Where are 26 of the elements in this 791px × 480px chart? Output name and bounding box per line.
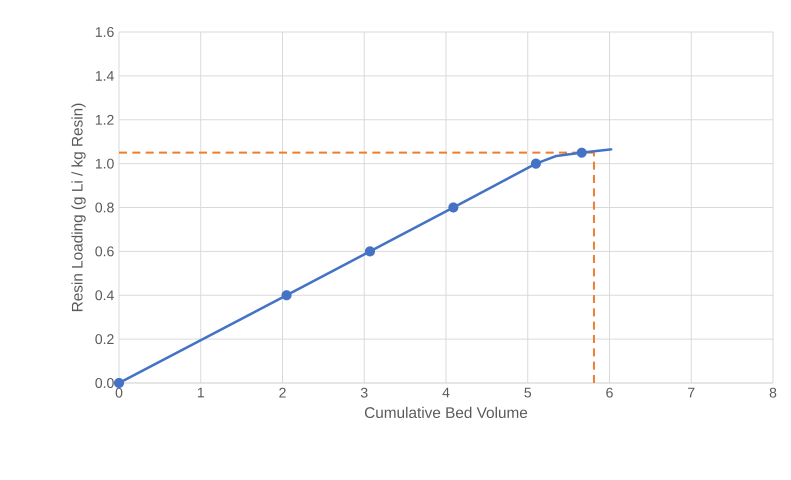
y-tick-label: 0.2 (95, 334, 114, 344)
point (448, 202, 458, 213)
point (364, 246, 376, 256)
x-tick-label: 4 (442, 388, 450, 398)
x-tick-label: 6 (606, 388, 613, 398)
y-tick-label: 0.6 (95, 246, 114, 256)
y-tick-label: 1.2 (96, 114, 114, 125)
x-tick-label: 5 (524, 388, 532, 398)
y-axis-title: Resin Loading (g Li / kg Resin) (71, 104, 86, 312)
x-tick-label: 8 (770, 388, 776, 398)
point (282, 290, 292, 300)
y-tick-label: 0.8 (95, 202, 114, 212)
x-tick-label: 2 (279, 388, 286, 398)
y-tick-label: 1.6 (96, 27, 114, 37)
y-tick-label: 1.0 (96, 158, 114, 169)
x-tick-label: 0 (116, 388, 122, 398)
x-tick-label: 1 (198, 388, 204, 398)
point (114, 378, 124, 388)
x-tick-label: 7 (688, 388, 694, 398)
y-tick-label: 0.4 (95, 290, 114, 300)
point (530, 158, 541, 169)
y-tick-label: 0.0 (95, 378, 114, 388)
point (576, 148, 587, 158)
y-tick-label: 1.4 (96, 71, 114, 81)
x-tick-label: 3 (360, 388, 368, 398)
x-axis-title: Cumulative Bed Volume (364, 406, 528, 418)
